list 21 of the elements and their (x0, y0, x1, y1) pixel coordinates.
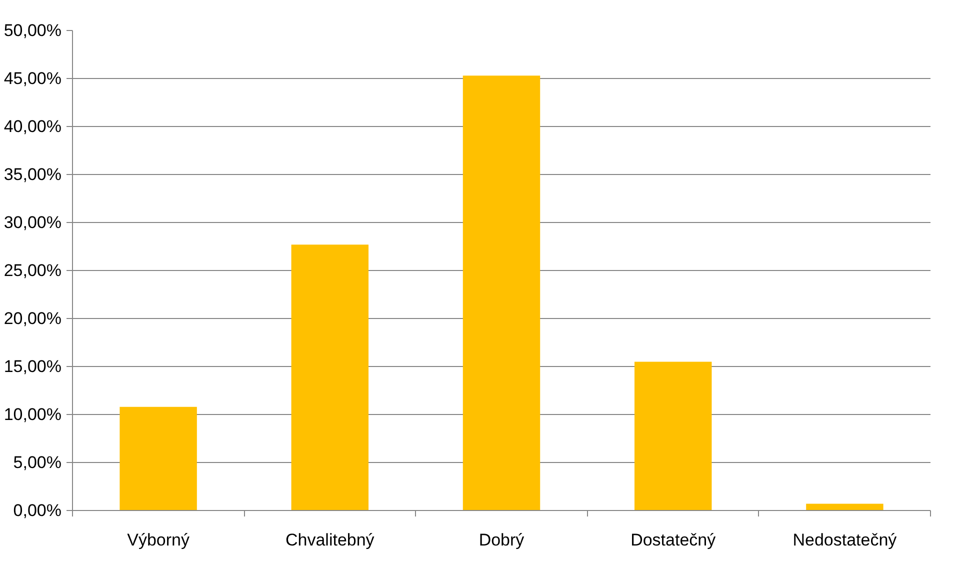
y-tick-label: 5,00% (13, 453, 62, 472)
y-tick-label: 20,00% (4, 309, 62, 328)
y-tick-label: 50,00% (4, 21, 62, 40)
bar (120, 406, 197, 510)
y-tick-label: 10,00% (4, 405, 62, 424)
bar (291, 244, 369, 510)
bar (806, 504, 884, 510)
x-tick-label: Chvalitebný (285, 530, 375, 550)
bar (634, 362, 712, 510)
x-tick-label: Výborný (127, 530, 190, 550)
y-tick-label: 30,00% (4, 213, 62, 232)
y-tick-label: 0,00% (13, 501, 62, 520)
y-tick-label: 40,00% (4, 117, 62, 136)
y-tick-label: 25,00% (4, 261, 62, 280)
y-tick-label: 15,00% (4, 357, 62, 376)
x-tick-label: Nedostatečný (792, 530, 898, 550)
x-tick-label: Dobrý (478, 530, 525, 550)
y-tick-label: 35,00% (4, 165, 62, 184)
x-tick-label: Dostatečný (630, 530, 716, 550)
y-tick-label: 45,00% (4, 69, 62, 88)
bar (462, 76, 540, 510)
